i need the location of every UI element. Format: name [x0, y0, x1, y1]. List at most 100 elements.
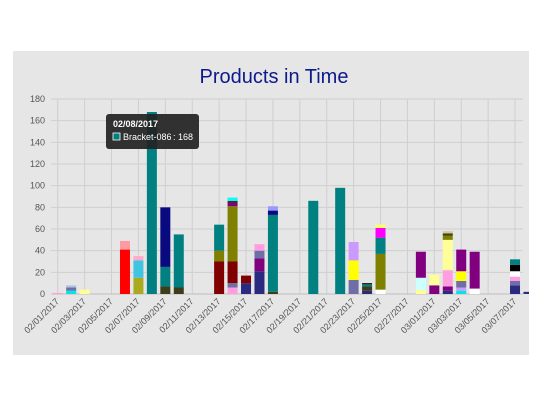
bar-segment[interactable] — [442, 239, 453, 271]
bar-segment[interactable] — [348, 260, 359, 280]
stacked-bar[interactable] — [241, 275, 252, 294]
bar-segment[interactable] — [469, 251, 480, 289]
bar-segment[interactable] — [173, 287, 184, 295]
bar-segment[interactable] — [362, 283, 373, 285]
bar-segment[interactable] — [523, 291, 529, 294]
bar-segment[interactable] — [510, 259, 521, 265]
stacked-bar[interactable] — [66, 285, 77, 294]
bar-segment[interactable] — [375, 227, 386, 238]
bar-segment[interactable] — [267, 291, 278, 294]
bar-segment[interactable] — [254, 244, 265, 251]
bar-segment[interactable] — [415, 289, 426, 294]
bar-segment[interactable] — [442, 231, 453, 234]
bar-segment[interactable] — [227, 287, 238, 295]
bar-segment[interactable] — [510, 271, 521, 277]
bar-segment[interactable] — [456, 290, 467, 294]
bar-segment[interactable] — [456, 281, 467, 288]
stacked-bar[interactable] — [146, 112, 157, 294]
bar-segment[interactable] — [160, 266, 171, 287]
bar-segment[interactable] — [241, 275, 252, 284]
bar-segment[interactable] — [227, 206, 238, 262]
bar-segment[interactable] — [214, 224, 225, 251]
stacked-bar[interactable] — [429, 274, 440, 295]
bar-segment[interactable] — [133, 260, 144, 278]
bar-segment[interactable] — [442, 286, 453, 291]
bar-segment[interactable] — [456, 249, 467, 272]
bar-segment[interactable] — [510, 281, 521, 286]
bar-segment[interactable] — [227, 261, 238, 284]
bar-segment[interactable] — [173, 234, 184, 288]
bar-segment[interactable] — [254, 258, 265, 272]
bar-segment[interactable] — [267, 214, 278, 292]
bar-segment[interactable] — [52, 292, 63, 294]
bar-segment[interactable] — [442, 270, 453, 287]
bar-segment[interactable] — [119, 240, 130, 250]
bar-segment[interactable] — [79, 289, 90, 294]
bar-segment[interactable] — [429, 285, 440, 294]
bar-segment[interactable] — [348, 242, 359, 261]
bar-segment[interactable] — [66, 287, 77, 291]
stacked-bar[interactable] — [469, 251, 480, 294]
bar-segment[interactable] — [308, 200, 319, 294]
bar-segment[interactable] — [119, 249, 130, 294]
stacked-bar[interactable] — [160, 207, 171, 294]
bar-segment[interactable] — [510, 276, 521, 281]
bar-segment[interactable] — [214, 261, 225, 295]
bar-segment[interactable] — [133, 256, 144, 261]
bar-segment[interactable] — [66, 290, 77, 294]
bar-segment[interactable] — [254, 250, 265, 259]
bar-segment[interactable] — [214, 250, 225, 262]
stacked-bar[interactable] — [173, 234, 184, 295]
stacked-bar[interactable] — [133, 256, 144, 294]
stacked-bar[interactable] — [267, 206, 278, 294]
stacked-bar[interactable] — [308, 200, 319, 294]
stacked-bar[interactable] — [375, 224, 386, 294]
stacked-bar[interactable] — [523, 291, 529, 294]
stacked-bar[interactable] — [52, 292, 63, 294]
bar-segment[interactable] — [267, 210, 278, 215]
bar-segment[interactable] — [442, 290, 453, 294]
bar-segment[interactable] — [241, 283, 252, 294]
bar-segment[interactable] — [375, 237, 386, 254]
bar-segment[interactable] — [335, 187, 346, 294]
bar-segment[interactable] — [133, 277, 144, 294]
bar-segment[interactable] — [160, 286, 171, 294]
bar-segment[interactable] — [227, 200, 238, 203]
stacked-bar[interactable] — [456, 249, 467, 294]
bar-segment[interactable] — [375, 289, 386, 294]
bar-segment[interactable] — [510, 264, 521, 272]
stacked-bar[interactable] — [348, 242, 359, 294]
bar-segment[interactable] — [227, 197, 238, 201]
stacked-bar[interactable] — [510, 259, 521, 294]
bar-segment[interactable] — [362, 286, 373, 291]
bar-segment[interactable] — [429, 274, 440, 286]
bar-segment[interactable] — [442, 233, 453, 236]
bar-segment[interactable] — [510, 285, 521, 294]
stacked-bar[interactable] — [415, 251, 426, 294]
stacked-bar[interactable] — [362, 283, 373, 294]
bar-segment[interactable] — [66, 285, 77, 288]
bar-segment[interactable] — [375, 224, 386, 228]
bar-segment[interactable] — [442, 235, 453, 240]
bar-segment[interactable] — [227, 203, 238, 207]
bar-segment[interactable] — [267, 206, 278, 211]
stacked-bar[interactable] — [79, 289, 90, 294]
stacked-bar[interactable] — [227, 197, 238, 295]
bar-segment[interactable] — [415, 277, 426, 290]
bar-segment[interactable] — [362, 284, 373, 287]
bar-segment[interactable] — [456, 287, 467, 291]
bar-segment[interactable] — [469, 288, 480, 294]
bar-segment[interactable] — [375, 253, 386, 290]
stacked-bar[interactable] — [214, 224, 225, 295]
bar-segment[interactable] — [362, 290, 373, 294]
bar-segment[interactable] — [254, 271, 265, 294]
bar-segment[interactable] — [415, 251, 426, 278]
bar-segment[interactable] — [348, 279, 359, 294]
stacked-bar[interactable] — [442, 231, 453, 294]
bar-segment[interactable] — [456, 271, 467, 281]
bar-segment[interactable] — [146, 112, 157, 294]
stacked-bar[interactable] — [335, 187, 346, 294]
bar-segment[interactable] — [160, 207, 171, 267]
stacked-bar[interactable] — [119, 240, 130, 294]
stacked-bar[interactable] — [254, 244, 265, 294]
